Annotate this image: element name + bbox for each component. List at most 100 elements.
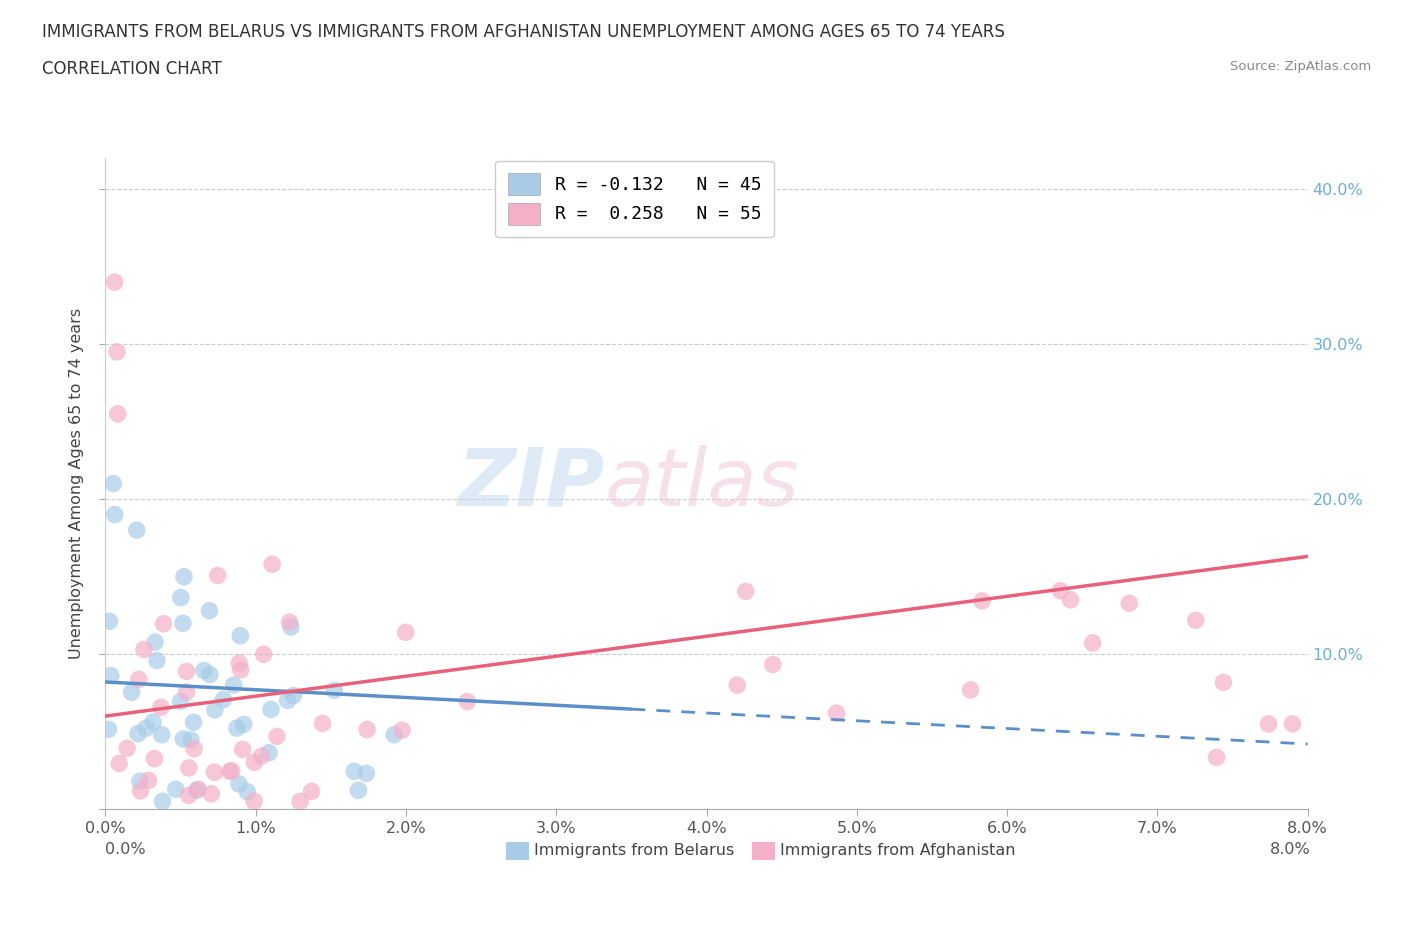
Point <box>152 617 174 631</box>
Point <box>143 634 166 649</box>
Point <box>187 782 209 797</box>
Point <box>734 584 756 599</box>
Point <box>228 777 250 791</box>
Point <box>228 656 250 671</box>
Text: Immigrants from Belarus: Immigrants from Belarus <box>534 844 734 858</box>
Point <box>108 756 131 771</box>
Point <box>132 642 155 657</box>
Point <box>177 761 200 776</box>
Point <box>1205 750 1227 764</box>
Text: Source: ZipAtlas.com: Source: ZipAtlas.com <box>1230 60 1371 73</box>
Point <box>1049 583 1071 598</box>
Point <box>1184 613 1206 628</box>
Text: atlas: atlas <box>605 445 799 523</box>
Point <box>212 692 235 707</box>
Point <box>125 523 148 538</box>
Point <box>100 668 122 683</box>
Point <box>142 714 165 729</box>
Point <box>243 755 266 770</box>
Point <box>115 741 138 756</box>
Point <box>128 672 150 687</box>
Point <box>218 764 240 778</box>
Point <box>278 615 301 630</box>
Text: CORRELATION CHART: CORRELATION CHART <box>42 60 222 78</box>
Point <box>105 344 128 359</box>
Point <box>135 721 157 736</box>
Point <box>456 694 478 709</box>
Point <box>1081 635 1104 650</box>
Point <box>221 764 243 778</box>
Point <box>172 616 194 631</box>
Point <box>198 604 221 618</box>
Point <box>262 557 284 572</box>
Point <box>207 568 229 583</box>
Point <box>172 732 194 747</box>
Point <box>176 664 198 679</box>
Text: 8.0%: 8.0% <box>1270 842 1310 857</box>
Point <box>277 693 299 708</box>
Point <box>204 702 226 717</box>
Legend: R = -0.132   N = 45, R =  0.258   N = 55: R = -0.132 N = 45, R = 0.258 N = 55 <box>495 161 773 237</box>
Point <box>173 569 195 584</box>
Point <box>200 787 222 802</box>
Point <box>169 694 191 709</box>
Point <box>170 591 193 605</box>
Point <box>825 706 848 721</box>
Point <box>311 716 333 731</box>
Point <box>97 722 120 737</box>
Point <box>98 614 121 629</box>
Point <box>260 702 283 717</box>
Point <box>129 783 152 798</box>
Point <box>104 274 127 289</box>
Point <box>253 647 276 662</box>
Point <box>121 684 143 699</box>
Point <box>183 741 205 756</box>
Text: 0.0%: 0.0% <box>105 842 146 857</box>
Point <box>959 683 981 698</box>
Point <box>280 619 302 634</box>
Point <box>257 745 280 760</box>
Point <box>150 699 173 714</box>
Point <box>152 794 174 809</box>
Point <box>343 764 366 778</box>
Point <box>193 663 215 678</box>
Point <box>972 593 994 608</box>
Point <box>288 794 311 809</box>
Point <box>1059 592 1081 607</box>
Point <box>236 784 259 799</box>
Point <box>138 773 160 788</box>
Point <box>204 764 226 779</box>
Point <box>104 507 127 522</box>
Point <box>229 662 252 677</box>
Point <box>1212 675 1234 690</box>
Point <box>356 766 378 781</box>
Point <box>127 726 149 741</box>
Point <box>146 653 169 668</box>
Point <box>128 774 150 789</box>
Point <box>165 782 187 797</box>
Point <box>301 784 323 799</box>
Point <box>382 727 405 742</box>
Point <box>762 658 785 672</box>
Point <box>356 722 378 737</box>
Point <box>347 783 370 798</box>
Point <box>198 667 221 682</box>
Point <box>1118 596 1140 611</box>
Text: IMMIGRANTS FROM BELARUS VS IMMIGRANTS FROM AFGHANISTAN UNEMPLOYMENT AMONG AGES 6: IMMIGRANTS FROM BELARUS VS IMMIGRANTS FR… <box>42 23 1005 41</box>
Point <box>107 406 129 421</box>
Point <box>395 625 418 640</box>
Point <box>391 723 413 737</box>
Point <box>266 729 288 744</box>
Text: ZIP: ZIP <box>457 445 605 523</box>
Point <box>222 678 245 693</box>
Point <box>232 742 254 757</box>
Point <box>180 733 202 748</box>
Point <box>150 727 173 742</box>
Point <box>323 683 346 698</box>
Point <box>225 721 247 736</box>
Text: Immigrants from Afghanistan: Immigrants from Afghanistan <box>780 844 1015 858</box>
Point <box>1257 716 1279 731</box>
Point <box>229 629 252 644</box>
Point <box>243 794 266 809</box>
Point <box>725 678 748 693</box>
